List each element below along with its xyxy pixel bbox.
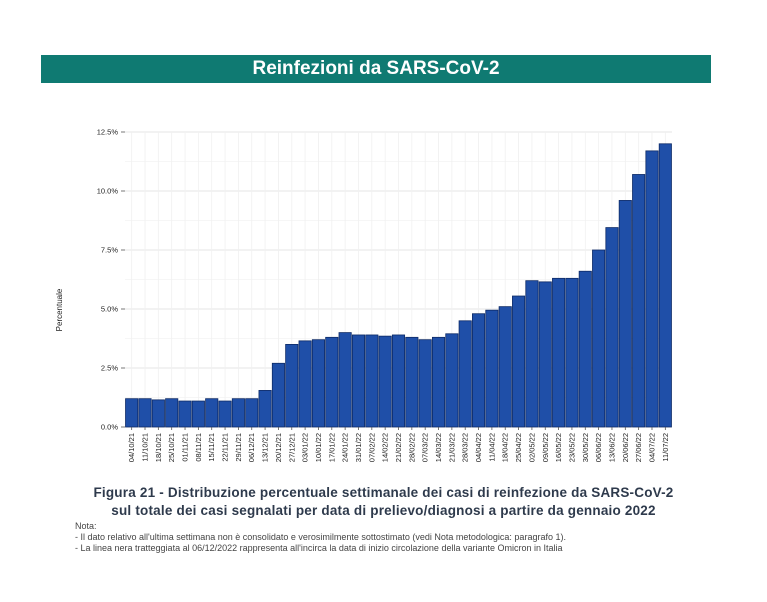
bar-21-02-22 — [391, 334, 406, 428]
x-tick-label: 17/01/22 — [327, 433, 336, 462]
bar-11-04-22 — [485, 309, 499, 428]
bar-25-10-21 — [165, 398, 179, 428]
x-tick-label: 13/06/22 — [607, 433, 616, 462]
x-tick-label: 20/12/21 — [274, 433, 283, 462]
x-tick-label: 29/11/21 — [234, 433, 243, 462]
bar-11-07-22 — [658, 143, 672, 428]
x-tick-label: 04/07/22 — [647, 433, 656, 462]
bar-24-01-22 — [338, 332, 352, 428]
x-tick-label: 25/04/22 — [514, 433, 523, 462]
y-tick-label: 0.0% — [101, 423, 118, 432]
bar-14-03-22 — [431, 336, 446, 428]
bar-31-01-22 — [351, 334, 366, 428]
bar-01-11-21 — [178, 400, 192, 428]
x-tick-label: 18/04/22 — [501, 433, 510, 462]
x-tick-label: 24/01/22 — [341, 433, 350, 462]
x-tick-label: 02/05/22 — [527, 433, 536, 462]
bar-chart: 0.0% 2.5% 5.0% 7.5% 10.0% 12.5% 04/10/21 11/10… — [55, 128, 672, 462]
bar-07-03-22 — [418, 339, 432, 428]
bar-11-10-21 — [138, 398, 152, 428]
bar-23-05-22 — [565, 277, 579, 428]
x-tick-label: 11/07/22 — [661, 433, 670, 462]
bar-28-02-22 — [405, 336, 419, 428]
bar-13-12-21 — [258, 390, 272, 428]
x-tick-label: 14/02/22 — [381, 433, 390, 462]
figure-caption-line-2: sul totale dei casi segnalati per data d… — [111, 503, 656, 518]
x-tick-label: 13/12/21 — [261, 433, 270, 462]
y-tick-label: 7.5% — [101, 246, 118, 255]
bar-21-03-22 — [445, 333, 459, 428]
x-tick-label: 27/06/22 — [634, 433, 643, 462]
x-tick-label: 28/03/22 — [461, 433, 470, 462]
x-tick-label: 18/10/21 — [154, 433, 163, 462]
y-tick-label: 10.0% — [97, 187, 119, 196]
x-tick-label: 15/11/21 — [207, 433, 216, 462]
y-tick-label: 5.0% — [101, 305, 118, 314]
y-axis: 0.0% 2.5% 5.0% 7.5% 10.0% 12.5% — [97, 128, 125, 432]
x-tick-label: 22/11/21 — [221, 433, 230, 462]
x-tick-label: 14/03/22 — [434, 433, 443, 462]
bar-09-05-22 — [538, 281, 552, 428]
bar-22-11-21 — [218, 400, 232, 428]
bar-18-10-21 — [151, 399, 165, 428]
bar-20-12-21 — [271, 362, 285, 428]
bar-29-11-21 — [231, 398, 245, 428]
bar-13-06-22 — [605, 227, 619, 428]
bar-08-11-21 — [191, 400, 205, 428]
x-tick-label: 06/06/22 — [594, 433, 603, 462]
x-tick-label: 28/02/22 — [407, 433, 416, 462]
note-item: - La linea nera tratteggiata al 06/12/20… — [75, 543, 563, 553]
x-tick-label: 04/10/21 — [127, 433, 136, 462]
bar-25-04-22 — [512, 295, 526, 428]
bar-03-01-22 — [298, 340, 312, 428]
x-tick-label: 21/02/22 — [394, 433, 403, 462]
x-tick-label: 01/11/21 — [181, 433, 190, 462]
y-axis-label: Percentuale — [55, 288, 64, 331]
x-tick-label: 20/06/22 — [621, 433, 630, 462]
bar-28-03-22 — [458, 320, 472, 428]
x-tick-label: 30/05/22 — [581, 433, 590, 462]
notes: Nota: - Il dato relativo all'ultima sett… — [75, 521, 566, 554]
figure-caption-line-1: Figura 21 - Distribuzione percentuale se… — [93, 485, 674, 500]
x-tick-label: 10/01/22 — [314, 433, 323, 462]
bar-10-01-22 — [311, 339, 325, 428]
bar-04-04-22 — [472, 313, 486, 428]
x-axis: 04/10/21 11/10/21 18/10/21 25/10/21 01/11/21… — [127, 427, 670, 462]
bar-04-07-22 — [645, 150, 659, 428]
x-tick-label: 27/12/21 — [287, 433, 296, 462]
x-tick-label: 31/01/22 — [354, 433, 363, 462]
bar-02-05-22 — [525, 280, 539, 428]
bar-14-02-22 — [378, 335, 392, 428]
x-tick-label: 07/03/22 — [421, 433, 430, 462]
x-tick-label: 11/04/22 — [487, 433, 496, 462]
x-tick-label: 25/10/21 — [167, 433, 176, 462]
x-tick-label: 06/12/21 — [247, 433, 256, 462]
bar-27-12-21 — [285, 343, 299, 428]
x-tick-label: 08/11/21 — [194, 433, 203, 462]
x-tick-label: 09/05/22 — [541, 433, 550, 462]
x-tick-label: 07/02/22 — [367, 433, 376, 462]
bar-06-12-21 — [245, 398, 259, 428]
x-tick-label: 04/04/22 — [474, 433, 483, 462]
bar-20-06-22 — [618, 200, 632, 428]
chart-title-banner: Reinfezioni da SARS-CoV-2 — [41, 55, 711, 83]
bar-30-05-22 — [578, 270, 592, 428]
x-tick-label: 23/05/22 — [567, 433, 576, 462]
bar-16-05-22 — [552, 277, 566, 428]
y-tick-label: 2.5% — [101, 364, 118, 373]
bar-04-10-21 — [125, 398, 139, 428]
y-tick-label: 12.5% — [97, 128, 119, 137]
x-tick-label: 16/05/22 — [554, 433, 563, 462]
x-tick-label: 11/10/21 — [141, 433, 150, 462]
notes-title: Nota: — [75, 521, 97, 531]
bar-06-06-22 — [592, 249, 606, 428]
x-tick-label: 03/01/22 — [301, 433, 310, 462]
x-tick-label: 21/03/22 — [447, 433, 456, 462]
note-item: - Il dato relativo all'ultima settimana … — [75, 532, 566, 542]
bar-07-02-22 — [365, 334, 379, 428]
bar-27-06-22 — [632, 174, 646, 428]
bar-17-01-22 — [325, 336, 339, 428]
bar-15-11-21 — [205, 398, 219, 428]
bar-18-04-22 — [498, 306, 512, 428]
